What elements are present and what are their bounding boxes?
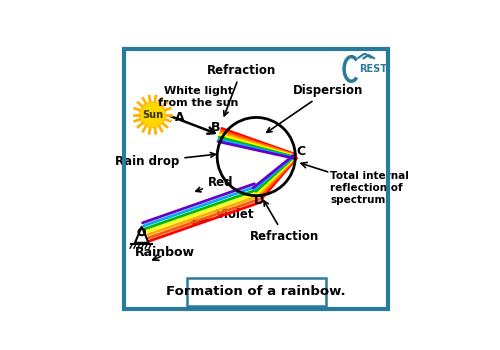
- Text: Rainbow: Rainbow: [134, 246, 194, 259]
- Text: Sun: Sun: [142, 110, 163, 120]
- Text: Refraction: Refraction: [207, 64, 276, 116]
- Text: White light
from the sun: White light from the sun: [158, 86, 238, 108]
- Text: Red: Red: [196, 176, 233, 192]
- Text: C: C: [296, 145, 306, 158]
- Text: B: B: [211, 121, 220, 134]
- FancyBboxPatch shape: [186, 278, 326, 306]
- Text: Refraction: Refraction: [250, 201, 319, 243]
- Text: A: A: [174, 111, 184, 124]
- Text: Rain drop: Rain drop: [115, 153, 216, 168]
- Text: Total internal
reflection of
spectrum: Total internal reflection of spectrum: [330, 172, 409, 204]
- Circle shape: [140, 102, 166, 128]
- Text: Formation of a rainbow.: Formation of a rainbow.: [166, 285, 346, 298]
- Text: D: D: [254, 194, 264, 207]
- Text: Violet: Violet: [190, 208, 254, 224]
- Text: Dispersion: Dispersion: [267, 84, 363, 132]
